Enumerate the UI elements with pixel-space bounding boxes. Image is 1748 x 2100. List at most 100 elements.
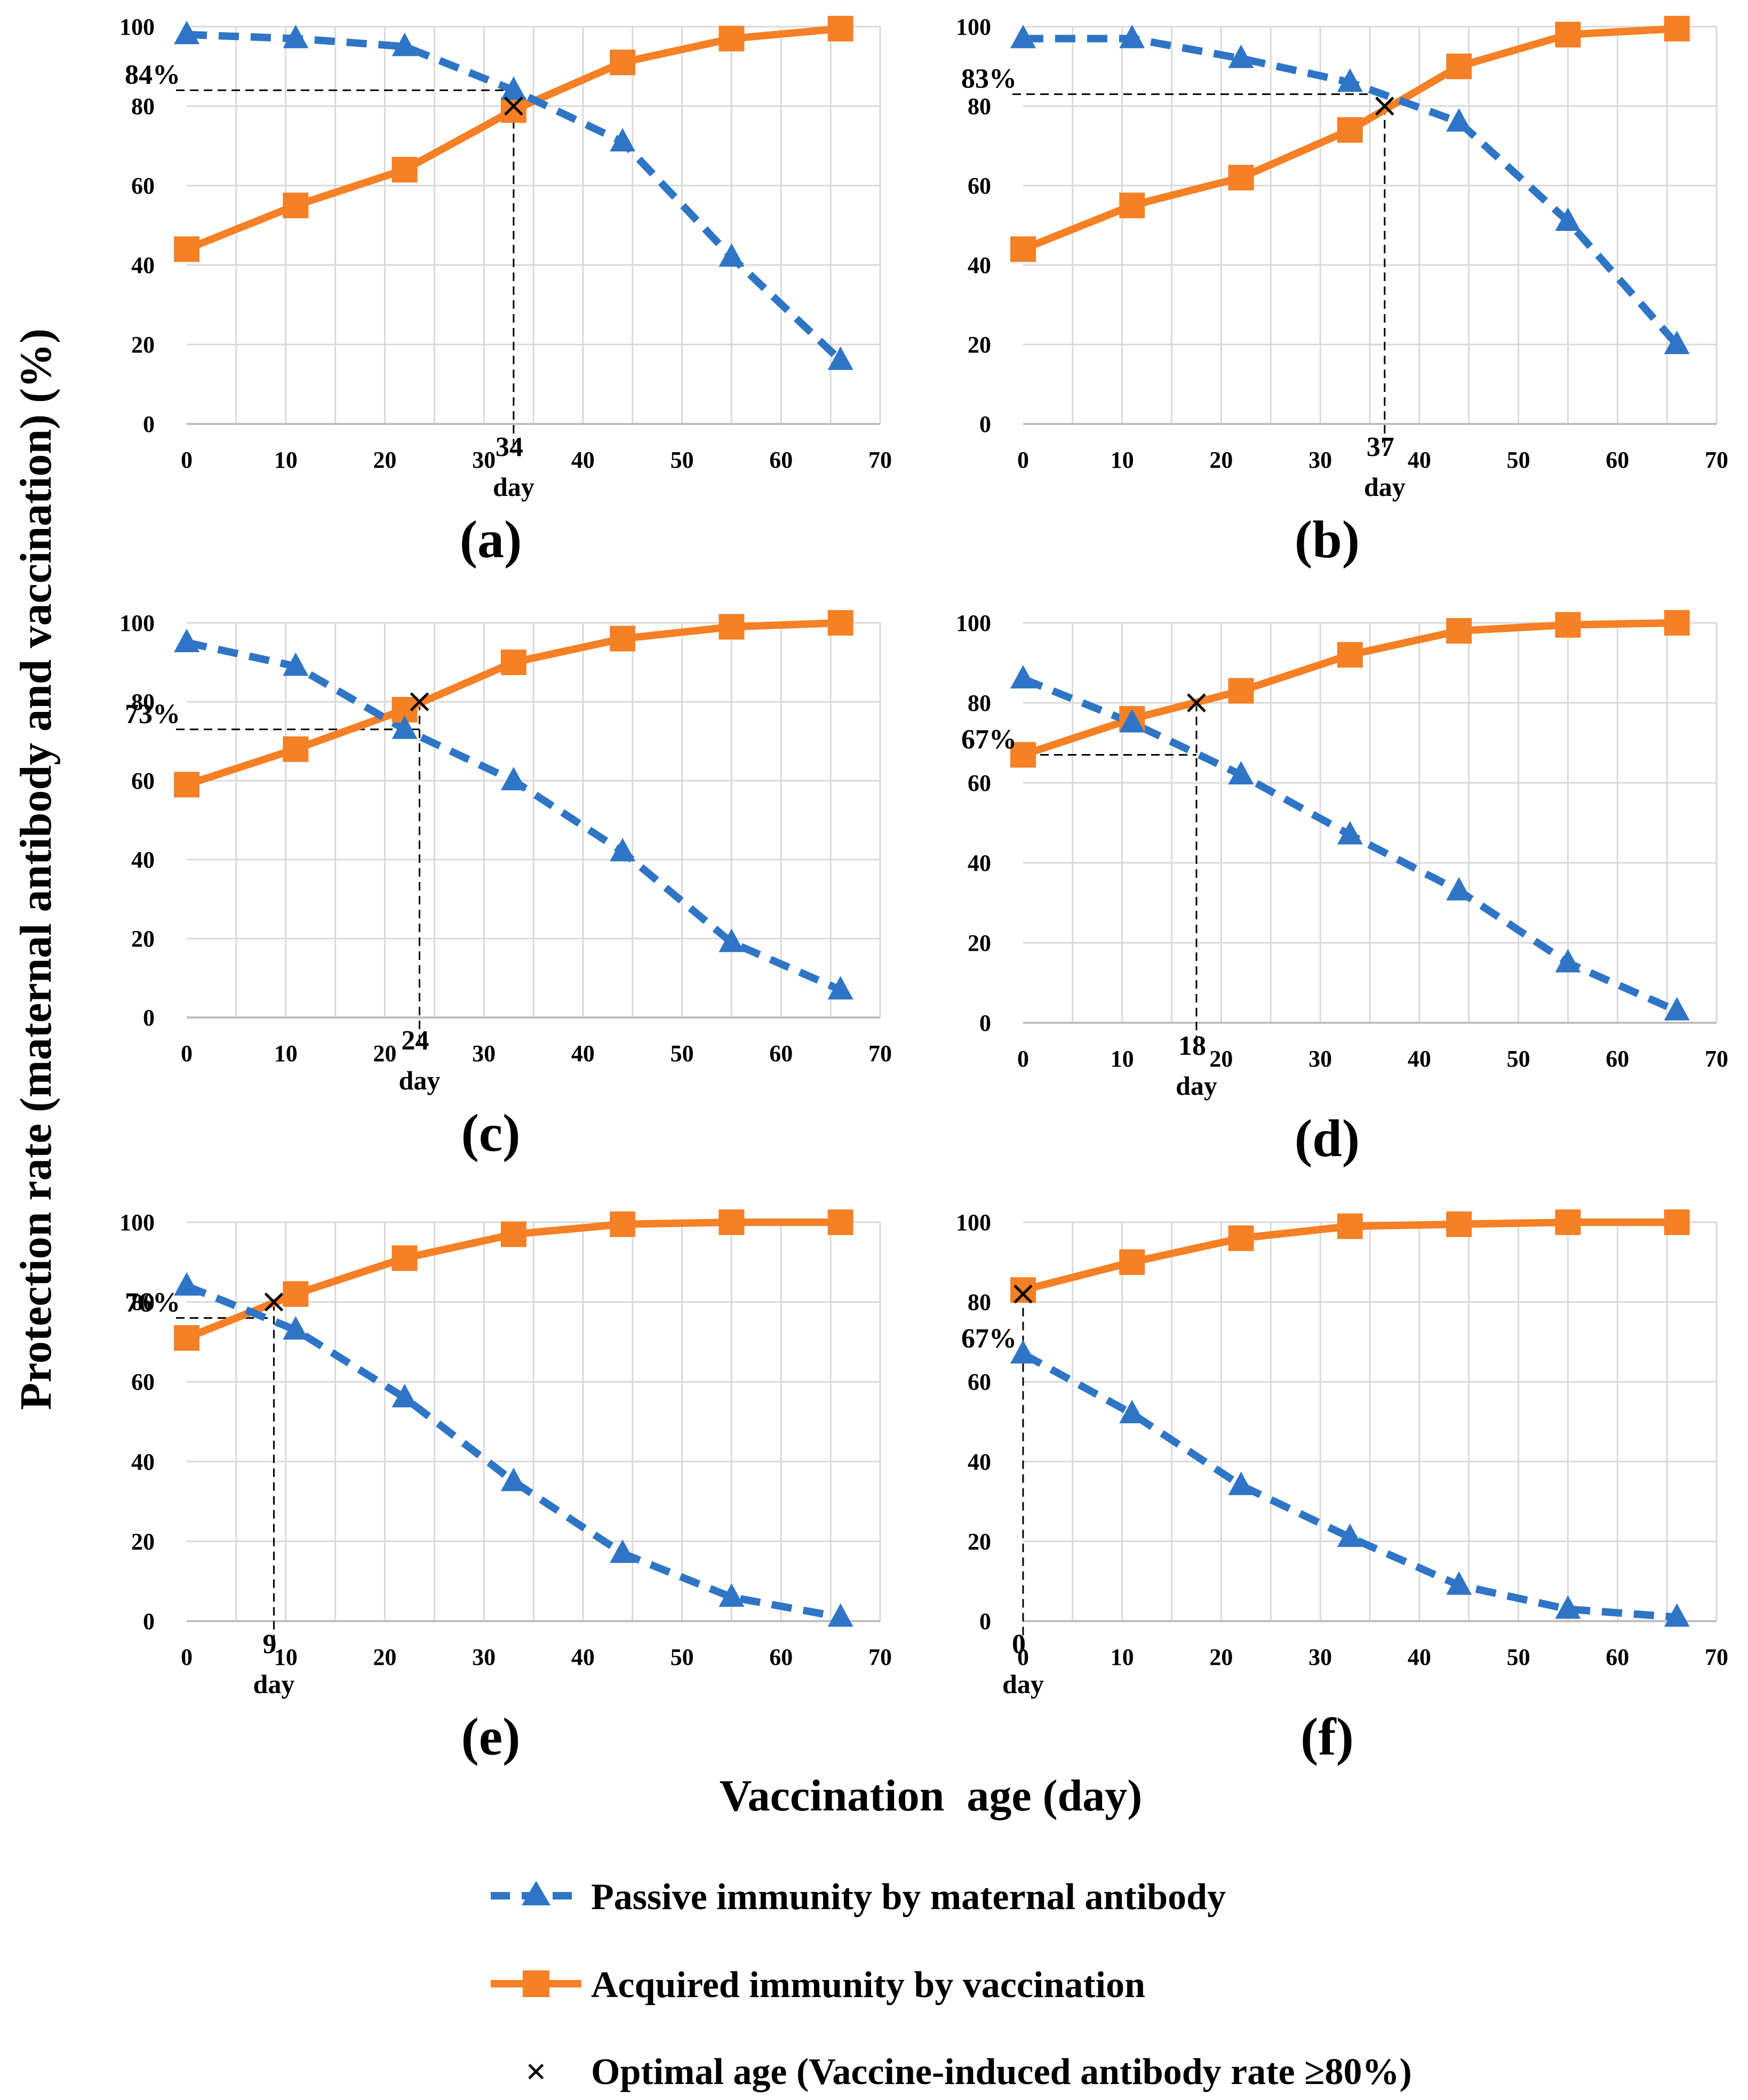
panel-c-ytick-label: 40 <box>131 847 155 873</box>
panel-e-acquired-point <box>500 1221 526 1247</box>
panel-a-acquired-point <box>500 97 526 123</box>
panel-e-xtick-label: 40 <box>571 1644 595 1670</box>
legend-acquired-label: Acquired immunity by vaccination <box>591 1965 1145 2006</box>
x-axis-title: Vaccination age (day) <box>720 1771 1143 1821</box>
panel-e-xtick-label: 0 <box>181 1644 193 1670</box>
panel-a-xtick-label: 40 <box>571 447 595 473</box>
panel-d-passive-point <box>1664 997 1690 1021</box>
panel-b-xtick-label: 20 <box>1209 447 1233 473</box>
panel-e-percent-annotation: 76% <box>125 1288 180 1318</box>
panel-f-ytick-label: 0 <box>979 1608 991 1634</box>
panel-f-passive-point <box>1228 1471 1254 1495</box>
panel-b-ytick-label: 20 <box>968 332 991 358</box>
panel-d-acquired-point <box>1337 642 1363 668</box>
panel-b-label: (b) <box>1295 510 1360 569</box>
panel-f-series-passive-line <box>1021 1350 1678 1621</box>
panel-a-ytick-label: 100 <box>119 14 155 40</box>
panel-f-passive-point <box>1010 1340 1036 1364</box>
panel-c-acquired-point <box>500 650 526 675</box>
panel-e-acquired-point <box>283 1281 309 1307</box>
panel-e-xtick-label: 10 <box>274 1644 298 1670</box>
panel-f-xtick-label: 60 <box>1606 1644 1629 1670</box>
panel-b-xtick-label: 70 <box>1705 447 1728 473</box>
panel-f-ytick-label: 60 <box>968 1369 991 1395</box>
panel-f-acquired-point <box>1010 1277 1036 1303</box>
panel-a-day-word: day <box>493 472 534 502</box>
panel-b: 0 20 40 60 80 100 0 10 20 30 40 50 60 70 83% 37 day(b) <box>956 14 1728 569</box>
panel-e-passive-point <box>827 1603 853 1627</box>
panel-e-day-value-annotation: 9 <box>262 1629 276 1660</box>
panel-c-ytick-label: 100 <box>119 610 155 636</box>
panel-e-xtick-label: 30 <box>472 1644 496 1670</box>
panel-b-day-value-annotation: 37 <box>1367 432 1394 462</box>
panel-e-passive-point <box>392 1384 418 1408</box>
panel-e-ytick-label: 40 <box>131 1449 155 1475</box>
panel-d-passive-point <box>1555 949 1581 973</box>
panel-a-acquired-point <box>719 26 745 52</box>
panel-b-xtick-label: 10 <box>1111 447 1134 473</box>
panel-a-xtick-label: 50 <box>671 447 694 473</box>
panel-f-acquired-point <box>1664 1209 1690 1235</box>
panel-f-acquired-point <box>1555 1209 1581 1235</box>
panel-f-passive-point <box>1664 1603 1690 1627</box>
panel-d-acquired-point <box>1010 742 1036 768</box>
panel-c-xtick-label: 20 <box>373 1040 396 1067</box>
panel-a-passive-point <box>283 25 309 49</box>
panel-e-xtick-label: 60 <box>769 1644 793 1670</box>
panel-e-acquired-point <box>392 1245 418 1271</box>
panel-a-passive-point <box>610 128 636 152</box>
panel-e-xtick-label: 70 <box>868 1644 892 1670</box>
panel-b-passive-point <box>1446 108 1472 132</box>
panel-b-xtick-label: 60 <box>1606 447 1629 473</box>
panel-e-acquired-point <box>174 1325 199 1351</box>
panel-d-xtick-label: 70 <box>1705 1046 1728 1072</box>
panel-f-passive-point <box>1555 1595 1581 1619</box>
panel-b-ytick-label: 40 <box>968 252 991 278</box>
panel-a-label: (a) <box>460 510 522 569</box>
panel-b-xtick-label: 50 <box>1507 447 1530 473</box>
panel-a-day-value-annotation: 34 <box>496 432 523 462</box>
panel-e-day-word: day <box>253 1669 295 1699</box>
panel-f-xtick-label: 10 <box>1111 1644 1134 1670</box>
panel-e-passive-point <box>174 1272 199 1296</box>
panel-f-xtick-label: 30 <box>1308 1644 1332 1670</box>
legend-optimal-marker: × <box>525 2051 547 2093</box>
panel-f-ytick-label: 100 <box>956 1209 991 1236</box>
panel-f-passive-point <box>1446 1571 1472 1595</box>
panel-b-ytick-label: 80 <box>968 93 991 119</box>
legend-item-acquired: Acquired immunity by vaccination <box>491 1965 1145 2006</box>
panel-a-passive-point <box>500 76 526 100</box>
panel-e-ytick-label: 80 <box>131 1289 155 1316</box>
panel-b-xtick-label: 30 <box>1308 447 1332 473</box>
panel-d-ytick-label: 100 <box>956 610 991 636</box>
panel-e-ytick-label: 100 <box>119 1209 155 1236</box>
panel-f-xtick-label: 0 <box>1017 1644 1029 1670</box>
panel-e-acquired-point <box>827 1209 853 1235</box>
panel-c-acquired-point <box>827 610 853 636</box>
panel-b-xtick-label: 0 <box>1017 447 1029 473</box>
panel-e-passive-point <box>719 1583 745 1607</box>
panel-c-xtick-label: 30 <box>472 1040 496 1067</box>
panel-c-passive-point <box>719 928 745 952</box>
panel-f-day-value-annotation: 0 <box>1012 1629 1026 1660</box>
legend-item-optimal: × Optimal age (Vaccine-induced antibody … <box>525 2051 1412 2093</box>
legend-optimal-label: Optimal age (Vaccine-induced antibody ra… <box>591 2051 1412 2093</box>
panel-d-day-value-annotation: 18 <box>1178 1031 1206 1061</box>
panel-a-xtick-label: 60 <box>769 447 793 473</box>
legend-passive-label: Passive immunity by maternal antibody <box>591 1877 1226 1918</box>
panel-f-acquired-point <box>1228 1225 1254 1251</box>
panel-d-day-word: day <box>1176 1071 1217 1101</box>
panel-c-ytick-label: 20 <box>131 926 155 952</box>
panel-e-acquired-point <box>719 1209 745 1235</box>
panel-e-acquired-point <box>610 1211 636 1237</box>
panel-a-ytick-label: 0 <box>143 411 155 437</box>
panel-c-day-value-annotation: 24 <box>401 1025 429 1056</box>
panel-d-ytick-label: 60 <box>968 770 991 796</box>
legend-acquired-square-icon <box>523 1970 549 1997</box>
panel-a: 0 20 40 60 80 100 0 10 20 30 40 50 60 70 84% 34 day (a) <box>119 14 892 569</box>
panel-c-acquired-point <box>610 626 636 652</box>
panel-d-passive-point <box>1010 665 1036 688</box>
legend-item-passive: Passive immunity by maternal antibody <box>491 1877 1226 1918</box>
y-axis-title: Protection rate (maternal antibody and v… <box>11 328 61 1410</box>
panel-d-xtick-label: 20 <box>1209 1046 1233 1072</box>
